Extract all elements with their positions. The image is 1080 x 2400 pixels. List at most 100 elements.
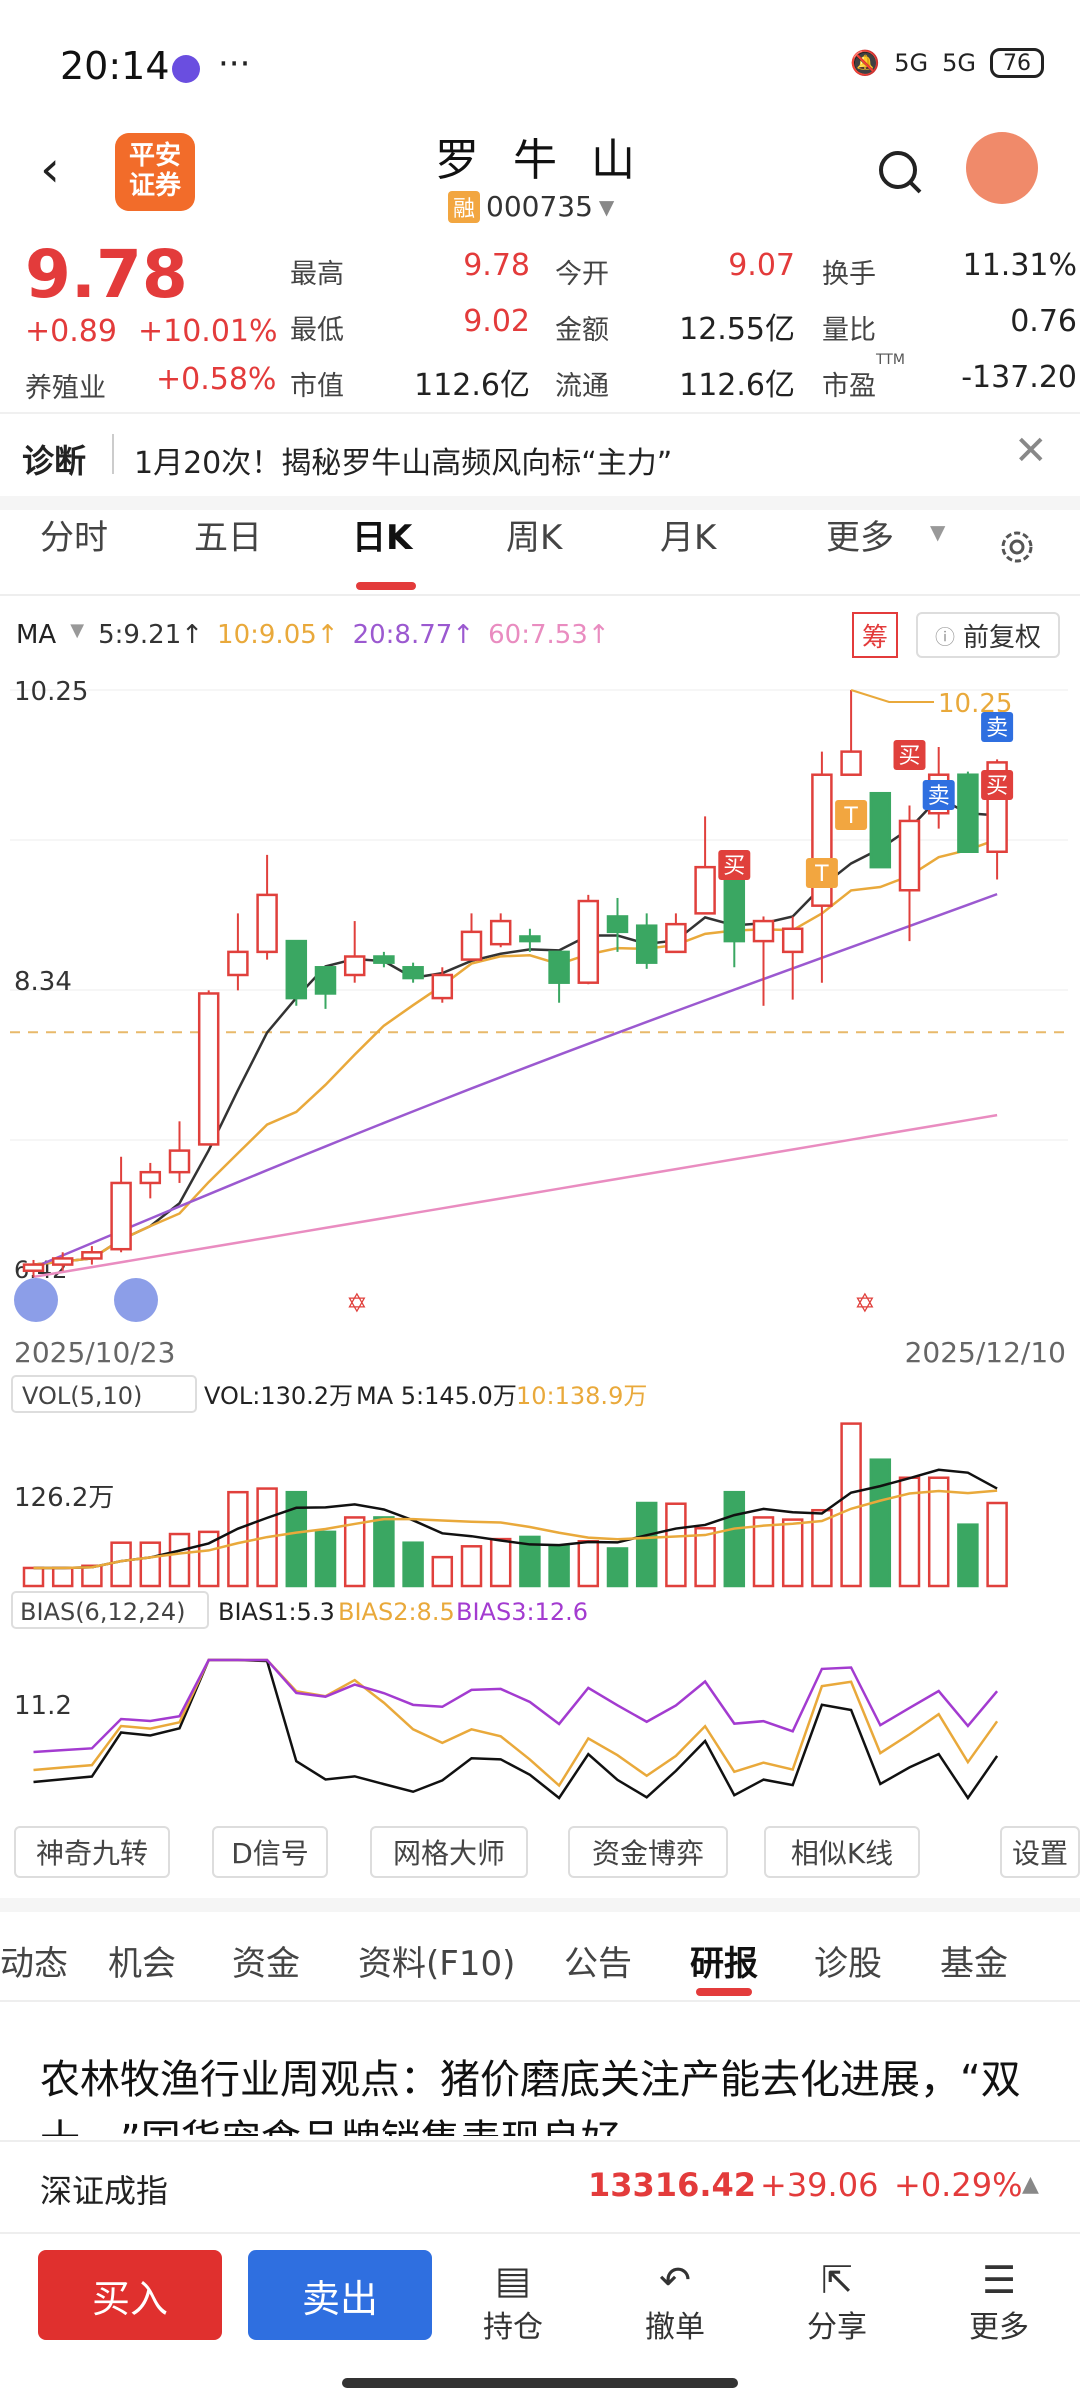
- news-tab-4[interactable]: 公告: [564, 1944, 632, 1984]
- candle: [139, 1170, 162, 1185]
- quote-label: 量比: [822, 315, 876, 346]
- news-headline[interactable]: 农林牧渔行业周观点：猪价磨底关注产能去化进展，“双十一”国货宠食品牌销售表现良好: [40, 2057, 1021, 2136]
- tab-5[interactable]: 更多: [826, 518, 894, 558]
- buy-button[interactable]: 买入: [38, 2250, 222, 2340]
- adjust-label: 前复权: [962, 622, 1041, 653]
- volume-bar: [81, 1564, 103, 1588]
- candle: [519, 935, 541, 943]
- news-tab-1[interactable]: 机会: [108, 1944, 176, 1984]
- diagnosis-text: 1月20次！揭秘罗牛山高频风向标“主力”: [134, 446, 673, 481]
- gear-icon[interactable]: [996, 526, 1038, 568]
- tab-0[interactable]: 分时: [40, 518, 108, 558]
- quote-value: 112.6亿: [414, 368, 530, 403]
- candle: [168, 1149, 191, 1174]
- candle: [606, 915, 629, 934]
- ma5-line: [33, 796, 998, 1266]
- close-icon[interactable]: ✕: [1014, 428, 1048, 474]
- candle: [723, 868, 746, 943]
- vol-axis-label: 126.2万: [14, 1483, 114, 1513]
- stock-code-row[interactable]: 融 000735 ▼: [448, 190, 614, 223]
- y-axis-max: 10.25: [14, 677, 88, 707]
- volume-bar: [752, 1516, 775, 1588]
- volume-bar: [840, 1422, 862, 1588]
- kline-chart[interactable]: 10.258.346.4210.25买TT买卖买卖✡✡2025/10/23202…: [0, 660, 1080, 1800]
- news-tab-7[interactable]: 基金: [940, 1944, 1008, 1984]
- stock-code: 000735: [486, 190, 593, 223]
- diagnosis-label: 诊断: [22, 442, 87, 480]
- battery-icon: 76: [990, 48, 1044, 78]
- signal-badge: [835, 800, 868, 830]
- share-button[interactable]: ⇱ 分享: [792, 2258, 882, 2346]
- info-icon: ⓘ: [934, 624, 955, 649]
- ma10-line: [33, 838, 998, 1266]
- status-icons: 🔕 5G 5G 76: [850, 48, 1044, 78]
- ma20-value: 20:8.77↑: [352, 620, 475, 650]
- hold-button[interactable]: ▤ 持仓: [468, 2258, 558, 2346]
- avatar[interactable]: [966, 132, 1038, 204]
- signal-icon: 5G: [894, 49, 929, 77]
- bias1-value: BIAS1:5.3: [218, 1598, 335, 1626]
- news-tab-2[interactable]: 资金: [232, 1944, 300, 1984]
- news-tab-0[interactable]: 动态: [0, 1944, 68, 1984]
- candle: [256, 893, 278, 954]
- chevron-up-icon[interactable]: ▲: [1022, 2172, 1039, 2197]
- candle: [51, 1257, 74, 1266]
- tool-button-5[interactable]: 设置: [1000, 1826, 1080, 1878]
- volume-bar: [460, 1545, 483, 1588]
- ma-legend[interactable]: MA ▼ 5:9.21↑ 10:9.05↑ 20:8.77↑ 60:7.53↑: [16, 620, 610, 650]
- news-tab-5[interactable]: 研报: [690, 1944, 758, 1984]
- candle: [431, 973, 454, 1000]
- tab-4[interactable]: 月K: [660, 518, 717, 558]
- search-icon[interactable]: [876, 148, 924, 200]
- tool-button-1[interactable]: D信号: [212, 1826, 328, 1878]
- quote-value: 112.6亿: [679, 368, 795, 403]
- back-icon[interactable]: ‹: [40, 140, 60, 198]
- quote-label: 流通: [555, 371, 609, 402]
- news-tab-3[interactable]: 资料(F10): [358, 1944, 516, 1984]
- news-tab-6[interactable]: 诊股: [814, 1944, 882, 1984]
- more-button[interactable]: ☰ 更多: [954, 2258, 1044, 2346]
- vol-ma10-line: [33, 1489, 998, 1570]
- volume-bar: [110, 1541, 132, 1588]
- status-time: 20:14: [60, 44, 170, 88]
- adjust-button[interactable]: ⓘ 前复权: [916, 612, 1060, 658]
- volume-bar: [869, 1458, 892, 1588]
- undo-icon: ↶: [659, 2258, 691, 2302]
- ma60-value: 60:7.53↑: [488, 620, 610, 650]
- signal-badge: [718, 850, 751, 880]
- quote-value: 12.55亿: [679, 312, 795, 347]
- tab-1[interactable]: 五日: [194, 518, 262, 558]
- candle: [402, 966, 424, 980]
- volume-bar: [781, 1518, 804, 1588]
- candle: [752, 919, 775, 943]
- signal-icon-2: 5G: [942, 49, 976, 77]
- cancel-order-button[interactable]: ↶ 撤单: [630, 2258, 720, 2346]
- tool-button-4[interactable]: 相似K线: [764, 1826, 920, 1878]
- sector-name[interactable]: 养殖业: [25, 373, 106, 404]
- tool-button-3[interactable]: 资金博弈: [568, 1826, 728, 1878]
- tab-2[interactable]: 日K: [352, 518, 413, 558]
- tool-button-2[interactable]: 网格大师: [370, 1826, 528, 1878]
- sell-button[interactable]: 卖出: [248, 2250, 432, 2340]
- tab-3[interactable]: 周K: [506, 518, 563, 558]
- share-icon: ⇱: [821, 2258, 853, 2302]
- index-name[interactable]: 深证成指: [40, 2172, 169, 2210]
- quote-label: 换手: [822, 259, 876, 290]
- signal-text: 买: [986, 774, 1008, 799]
- chips-button[interactable]: 筹: [852, 612, 898, 658]
- volume-bar: [489, 1537, 512, 1588]
- candle: [343, 955, 366, 977]
- quote-label: 金额: [555, 315, 609, 346]
- quote-label: 最低: [290, 315, 344, 346]
- candle: [314, 966, 337, 995]
- tool-button-0[interactable]: 神奇九转: [14, 1826, 170, 1878]
- quote-value: 9.07: [728, 248, 795, 283]
- candle: [489, 919, 512, 946]
- candle: [110, 1181, 132, 1251]
- quote-label: 市值: [290, 371, 344, 402]
- signal-text: T: [814, 862, 829, 887]
- volume-bar: [227, 1490, 249, 1588]
- signal-badge: [922, 780, 955, 810]
- ma-label: MA: [16, 620, 57, 650]
- diagnosis-bar[interactable]: 诊断 1月20次！揭秘罗牛山高频风向标“主力” ✕: [0, 412, 1080, 496]
